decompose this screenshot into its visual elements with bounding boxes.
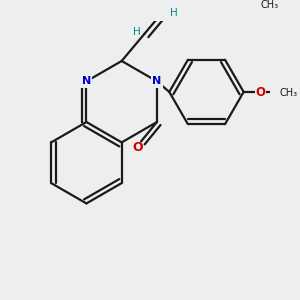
- Text: H: H: [170, 8, 177, 18]
- Text: CH₃: CH₃: [261, 0, 279, 10]
- Text: O: O: [256, 86, 266, 99]
- Text: H: H: [133, 28, 140, 38]
- Text: O: O: [133, 141, 143, 154]
- Text: CH₃: CH₃: [279, 88, 298, 98]
- Text: N: N: [82, 76, 91, 86]
- Text: N: N: [152, 76, 161, 86]
